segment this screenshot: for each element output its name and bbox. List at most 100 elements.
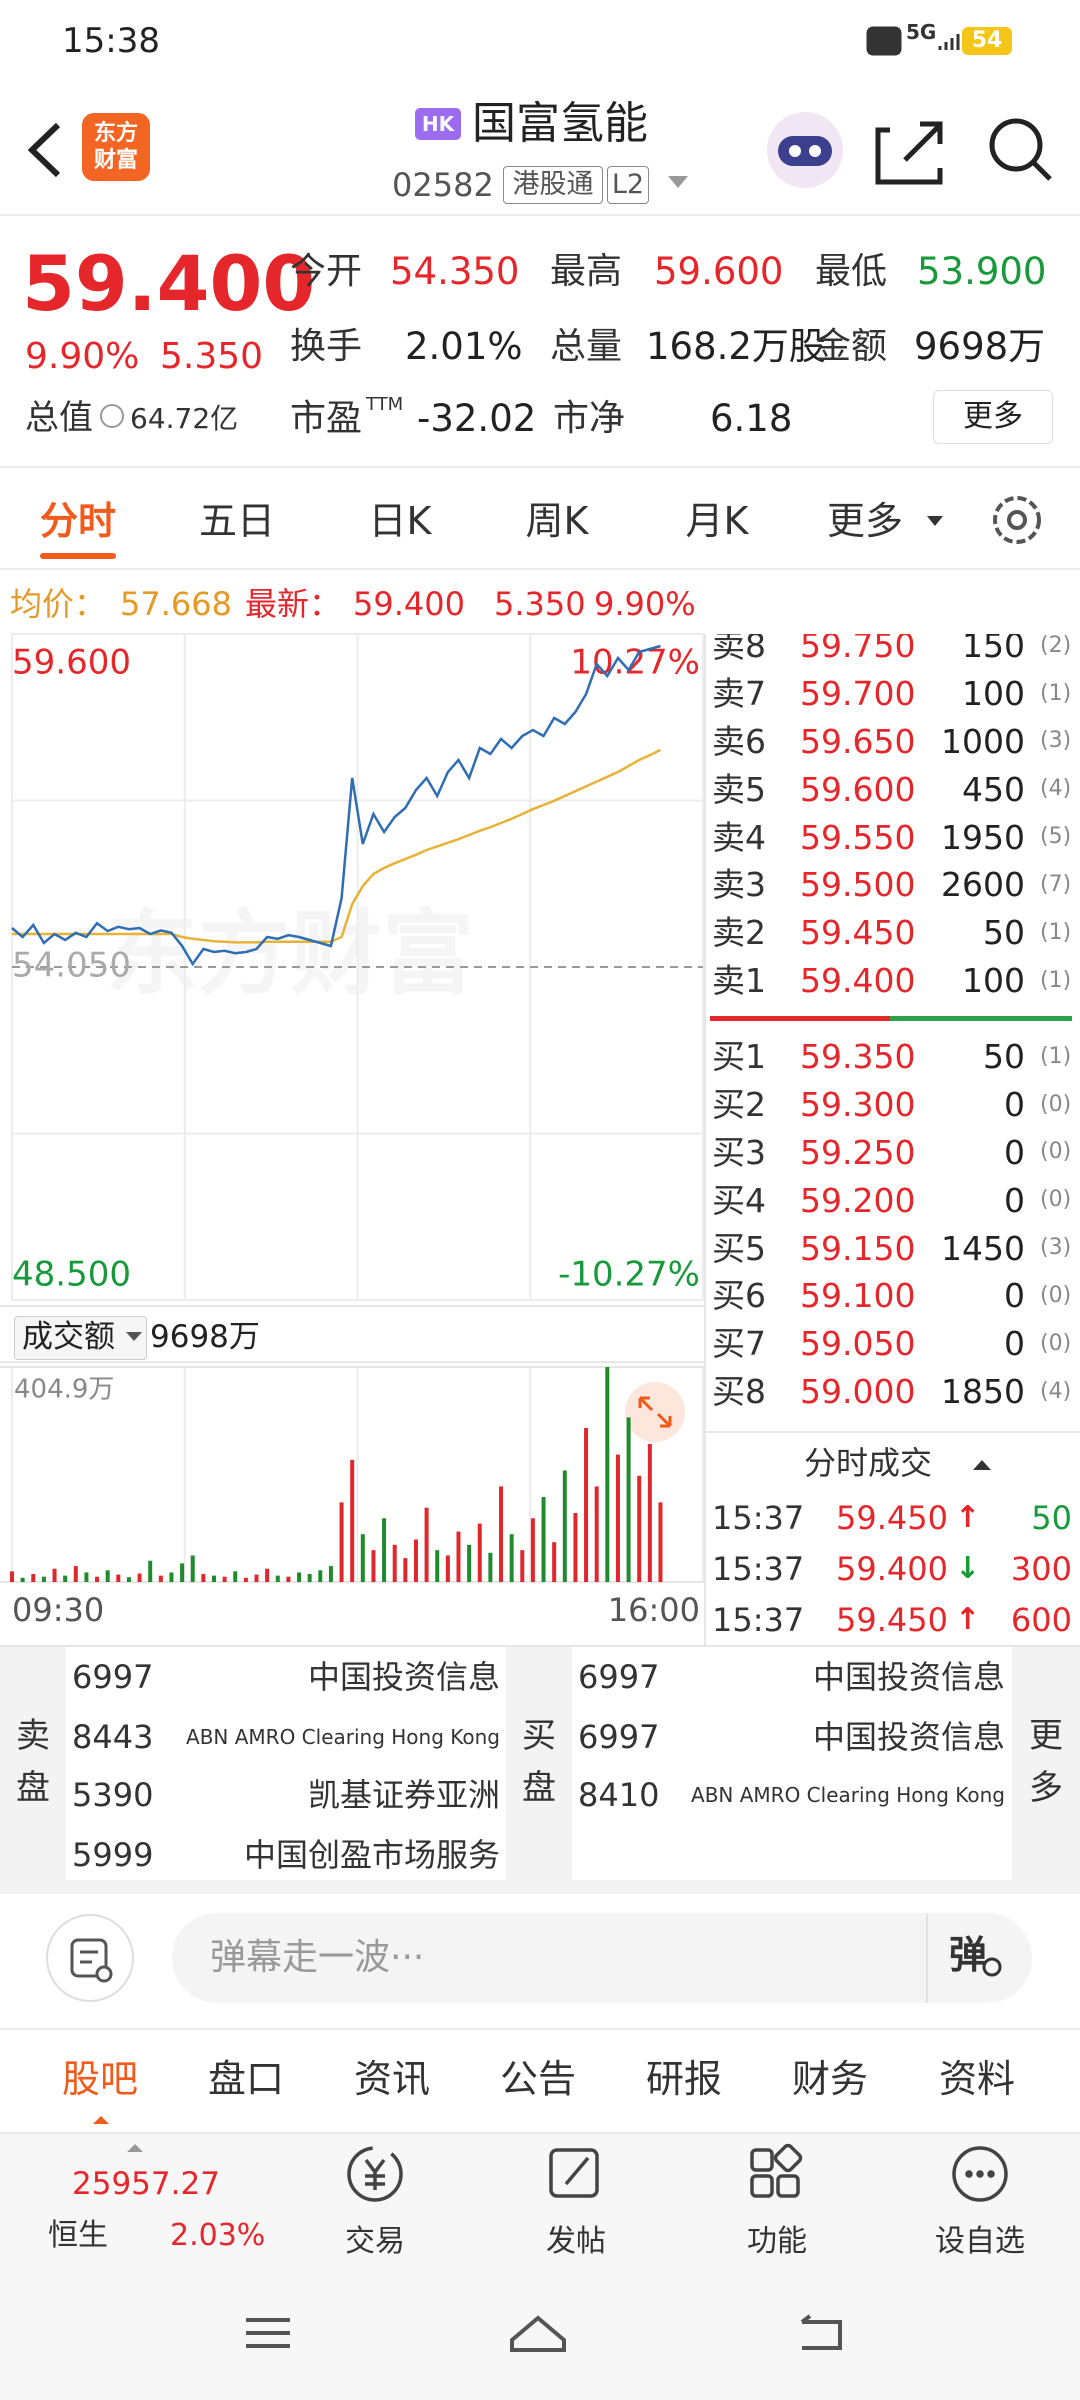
volume-bar (41, 1576, 46, 1582)
nav-tab[interactable]: 盘口 (207, 2057, 284, 2102)
nav-tab[interactable]: 研报 (645, 2057, 722, 2102)
broker-name: 中国投资信息 (307, 1657, 500, 1696)
book-price: 59.650 (800, 721, 916, 761)
sort-icon[interactable] (973, 1460, 991, 1470)
field-label: 今开 (290, 250, 363, 292)
book-qty: 50 (983, 913, 1025, 953)
comment-input[interactable] (172, 1913, 1032, 2003)
last-change-pct: 9.90% (594, 584, 696, 623)
system-nav[interactable] (246, 2314, 842, 2352)
change: 5.350 (160, 335, 264, 377)
danmaku-button[interactable]: 弹 (948, 1933, 987, 1978)
book-price: 59.350 (800, 1036, 916, 1076)
assistant-icon[interactable] (767, 112, 843, 188)
search-icon[interactable] (989, 118, 1052, 181)
broker-id: 6997 (72, 1657, 154, 1696)
trade-arrow: ↑ (955, 1500, 981, 1535)
tab[interactable]: 日K (368, 499, 432, 544)
book-qty: 1450 (941, 1228, 1025, 1268)
expand-index-icon[interactable] (127, 2144, 143, 2152)
queue-more-text[interactable]: 多 (1029, 1768, 1063, 1809)
bottom-icons[interactable] (347, 2143, 1008, 2202)
volume-bar (265, 1568, 270, 1582)
tab[interactable]: 五日 (198, 499, 275, 544)
book-count: (1) (1040, 967, 1072, 993)
danmaku-send-icon (982, 1957, 1002, 1977)
sell-queue-header (0, 1647, 66, 1880)
dropdown-icon[interactable] (126, 1332, 142, 1341)
volume-bar (615, 1454, 620, 1582)
dropdown-icon[interactable] (927, 516, 943, 526)
volume-bar (180, 1563, 185, 1582)
tab[interactable]: 分时 (39, 499, 116, 544)
volume-bar (562, 1470, 567, 1582)
book-count: (1) (1040, 680, 1072, 706)
volume-bar (286, 1576, 291, 1582)
more-button[interactable] (933, 390, 1053, 444)
volume-bar (413, 1539, 418, 1582)
stock-code: 02582 (392, 165, 494, 204)
trades-title[interactable]: 分时成交 (803, 1443, 932, 1482)
index-name: 恒生 (48, 2218, 108, 2253)
nav-tab[interactable]: 资料 (938, 2057, 1015, 2102)
last-label: 最新： (245, 584, 342, 623)
tag-box (503, 166, 603, 204)
queue-more-text[interactable]: 更 (1029, 1716, 1063, 1757)
volume-bar (605, 1367, 610, 1582)
volume-selector[interactable] (14, 1316, 147, 1360)
settings-icon[interactable] (993, 496, 1041, 544)
broker-id: 6997 (578, 1657, 660, 1696)
volume-bar (95, 1576, 100, 1582)
dropdown-icon[interactable] (668, 176, 688, 188)
danmaku-toggle[interactable] (46, 1914, 134, 2002)
trade-time: 15:37 (712, 1498, 805, 1537)
nav-tab[interactable]: 财务 (791, 2057, 868, 2102)
volume-bar (350, 1459, 355, 1582)
stock-tag: 港股通 (512, 169, 594, 201)
bottom-item[interactable]: 交易 (345, 2224, 405, 2259)
field-label: 市净 (553, 397, 626, 439)
trade-price: 59.450 (836, 1600, 948, 1639)
share-icon[interactable] (875, 121, 943, 185)
volume-bar (137, 1573, 142, 1582)
field-value: 9698万 (914, 325, 1046, 369)
bottom-bar (0, 2132, 1080, 2400)
tab[interactable]: 周K (525, 499, 589, 544)
bottom-item[interactable]: 发帖 (546, 2224, 606, 2259)
volume-bar (456, 1531, 461, 1582)
time-end: 16:00 (608, 1591, 700, 1629)
queue-more[interactable] (1012, 1647, 1080, 1880)
book-count: (0) (1040, 1283, 1072, 1309)
info-icon[interactable] (100, 404, 124, 428)
field-label: 最高 (550, 250, 623, 292)
bottom-item[interactable]: 功能 (747, 2224, 807, 2259)
volume-label[interactable]: 成交额 (22, 1319, 115, 1356)
nav-tab[interactable]: 公告 (499, 2057, 576, 2102)
tab[interactable]: 更多 (826, 499, 903, 544)
index-value: 25957.27 (72, 2166, 220, 2203)
index-change: 2.03% (170, 2218, 266, 2253)
book-price: 59.000 (800, 1372, 916, 1412)
book-qty: 1950 (941, 817, 1025, 857)
back-icon[interactable] (27, 122, 61, 178)
volume-bar (360, 1534, 365, 1582)
book-label: 买7 (712, 1324, 766, 1364)
nav-tab[interactable]: 资讯 (353, 2057, 430, 2102)
book-qty: 100 (962, 673, 1025, 713)
tab[interactable]: 月K (685, 499, 749, 544)
volume-bar (116, 1574, 121, 1582)
volume-bar (488, 1552, 493, 1582)
volume-bar (169, 1572, 174, 1582)
expand-icon[interactable] (625, 1382, 685, 1442)
more-button-text[interactable]: 更多 (963, 399, 1023, 434)
book-qty: 450 (962, 769, 1025, 809)
field-value: 2.01% (405, 325, 523, 369)
tab-indicator (93, 2116, 109, 2124)
bottom-item[interactable]: 设自选 (935, 2224, 1025, 2259)
nav-tab[interactable]: 股吧 (61, 2057, 138, 2102)
volume-bar (20, 1577, 25, 1582)
app-logo (82, 113, 150, 181)
last-change: 5.350 (494, 584, 586, 623)
comment-placeholder[interactable]: 弹幕走一波··· (210, 1936, 425, 1978)
